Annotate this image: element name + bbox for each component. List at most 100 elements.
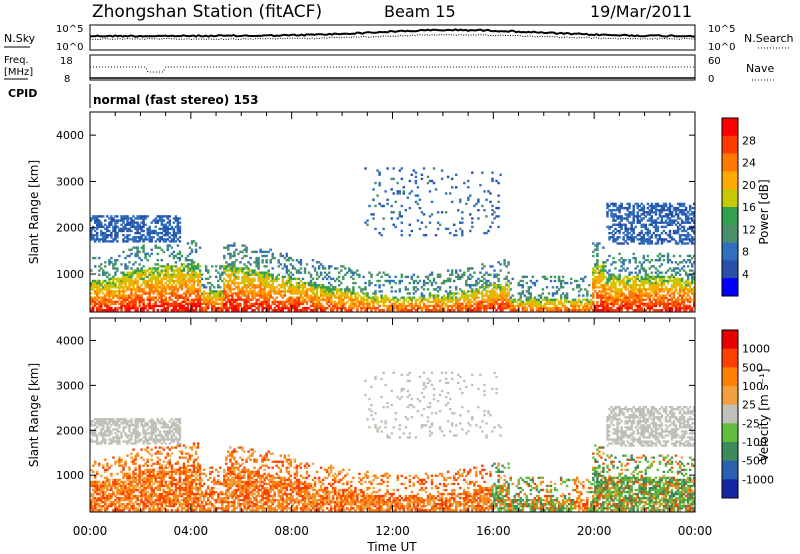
heatmap-cell xyxy=(596,292,599,295)
heatmap-cell xyxy=(102,298,105,301)
heatmap-cell xyxy=(440,300,444,304)
heatmap-cell xyxy=(229,244,232,247)
heatmap-cell xyxy=(656,269,660,272)
heatmap-cell xyxy=(110,256,113,260)
heatmap-cell xyxy=(190,261,194,264)
heatmap-cell xyxy=(467,304,470,308)
heatmap-cell xyxy=(521,284,525,287)
heatmap-cell xyxy=(682,211,686,214)
heatmap-cell xyxy=(654,267,658,270)
heatmap-cell xyxy=(622,300,625,304)
heatmap-cell xyxy=(382,271,385,274)
heatmap-cell xyxy=(646,288,650,291)
heatmap-cell xyxy=(225,246,228,249)
heatmap-cell xyxy=(638,302,641,306)
heatmap-cell xyxy=(354,292,357,295)
heatmap-cell xyxy=(140,246,143,249)
heatmap-cell xyxy=(646,229,650,233)
heatmap-cell xyxy=(406,196,410,199)
heatmap-cell xyxy=(144,304,147,308)
heatmap-cell xyxy=(499,286,502,289)
heatmap-cell xyxy=(192,290,196,293)
cpid-label: CPID xyxy=(8,87,37,100)
heatmap-cell xyxy=(434,296,438,299)
heatmap-cell xyxy=(277,273,280,276)
heatmap-cell xyxy=(184,275,188,279)
heatmap-cell xyxy=(114,234,117,237)
heatmap-cell xyxy=(414,200,418,204)
heatmap-cell xyxy=(561,292,565,295)
heatmap-cell xyxy=(128,288,131,291)
heatmap-cell xyxy=(297,302,301,306)
heatmap-cell xyxy=(120,229,123,233)
heatmap-cell xyxy=(176,267,180,270)
heatmap-cell xyxy=(352,281,355,285)
heatmap-cell xyxy=(114,292,117,295)
heatmap-cell xyxy=(608,277,611,281)
heatmap-cell xyxy=(499,304,502,308)
heatmap-cell xyxy=(608,302,611,306)
heatmap-cell xyxy=(668,234,672,237)
heatmap-cell xyxy=(430,284,434,287)
heatmap-cell xyxy=(356,296,359,299)
heatmap-cell xyxy=(94,234,97,237)
heatmap-cell xyxy=(666,300,670,304)
heatmap-cell xyxy=(404,309,408,312)
heatmap-cell xyxy=(190,288,194,291)
heatmap-cell xyxy=(168,273,172,276)
heatmap-cell xyxy=(594,275,597,279)
heatmap-cell xyxy=(666,304,670,308)
heatmap-cell xyxy=(370,300,373,304)
heatmap-cell xyxy=(265,304,268,308)
heatmap-cell xyxy=(638,215,641,218)
heatmap-cell xyxy=(186,309,190,312)
heatmap-cell xyxy=(311,265,315,268)
heatmap-cell xyxy=(614,240,617,243)
heatmap-cell xyxy=(332,304,335,308)
heatmap-cell xyxy=(299,302,303,306)
heatmap-cell xyxy=(471,284,474,287)
heatmap-cell xyxy=(247,286,250,289)
heatmap-cell xyxy=(622,292,625,295)
heatmap-cell xyxy=(277,290,280,293)
heatmap-cell xyxy=(350,304,353,308)
heatmap-cell xyxy=(662,279,666,283)
heatmap-cell xyxy=(164,288,168,291)
heatmap-cell xyxy=(624,284,627,287)
heatmap-cell xyxy=(618,209,621,212)
heatmap-cell xyxy=(618,284,621,287)
heatmap-cell xyxy=(392,211,395,214)
heatmap-cell xyxy=(350,269,353,272)
heatmap-cell xyxy=(644,304,648,308)
heatmap-cell xyxy=(160,219,164,222)
heatmap-cell xyxy=(640,242,643,245)
heatmap-cell xyxy=(422,281,426,285)
heatmap-cell xyxy=(404,275,408,279)
heatmap-cell xyxy=(632,219,635,222)
heatmap-cell xyxy=(491,288,494,291)
heatmap-cell xyxy=(98,269,101,272)
heatmap-cell xyxy=(483,190,486,193)
heatmap-cell xyxy=(503,306,506,310)
heatmap-cell xyxy=(636,221,639,224)
heatmap-cell xyxy=(610,288,613,291)
heatmap-cell xyxy=(686,219,690,222)
heatmap-cell xyxy=(142,240,145,243)
heatmap-cell xyxy=(215,292,218,295)
heatmap-cell xyxy=(646,211,650,214)
heatmap-cell xyxy=(186,242,190,245)
heatmap-cell xyxy=(132,306,135,310)
heatmap-cell xyxy=(590,298,593,301)
heatmap-cell xyxy=(400,296,404,299)
heatmap-cell xyxy=(350,302,353,306)
heatmap-cell xyxy=(100,215,103,218)
heatmap-cell xyxy=(305,300,309,304)
heatmap-cell xyxy=(507,298,510,301)
heatmap-cell xyxy=(126,298,129,301)
heatmap-cell xyxy=(654,277,658,281)
heatmap-cell xyxy=(289,304,293,308)
heatmap-cell xyxy=(509,296,512,299)
heatmap-cell xyxy=(332,306,335,310)
heatmap-cell xyxy=(574,279,577,283)
heatmap-cell xyxy=(196,294,200,297)
